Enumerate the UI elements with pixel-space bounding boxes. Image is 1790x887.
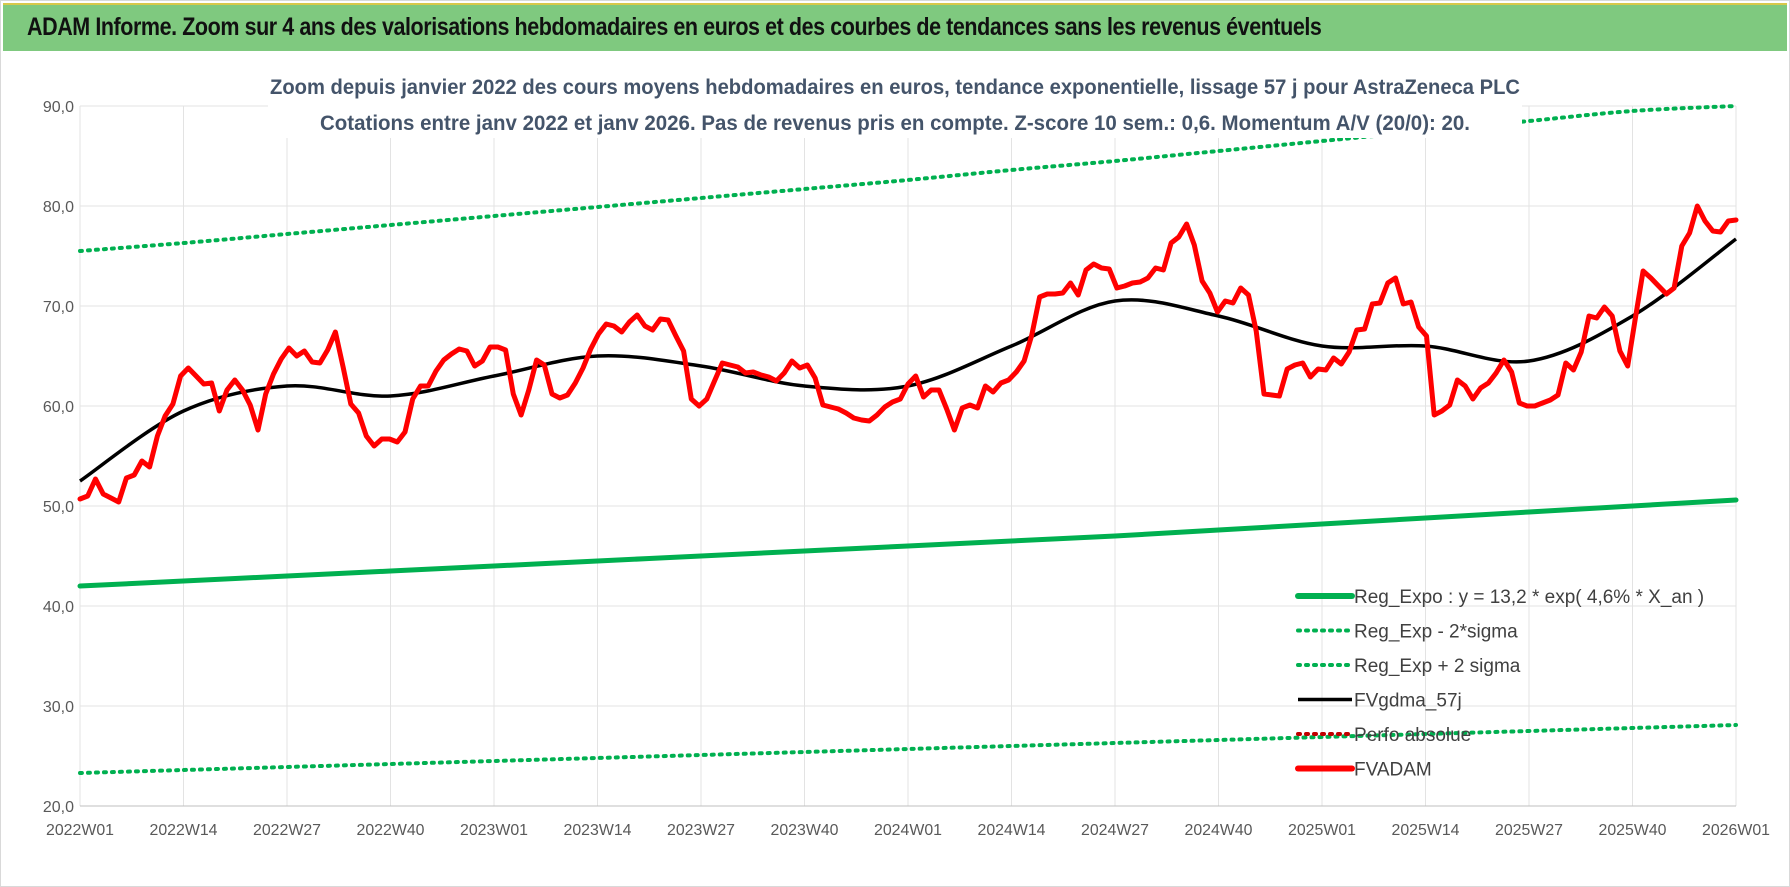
x-tick-label: 2025W40 xyxy=(1599,822,1667,839)
x-tick-label: 2025W14 xyxy=(1392,822,1460,839)
series-line-reg_exp xyxy=(78,723,1738,775)
x-tick-label: 2026W01 xyxy=(1702,822,1770,839)
series-line-reg_expo xyxy=(77,497,1739,589)
y-tick-label: 30,0 xyxy=(43,699,74,716)
y-axis-ticks: 20,0 30,0 40,0 50,0 60,0 70,0 80,0 90,0 xyxy=(43,99,74,816)
legend-label: Reg_Expo : y = 13,2 * exp( 4,6% * X_an ) xyxy=(1354,587,1704,608)
x-tick-label: 2022W14 xyxy=(150,822,218,839)
header-banner: ADAM Informe. Zoom sur 4 ans des valoris… xyxy=(3,3,1787,51)
legend: Reg_Expo : y = 13,2 * exp( 4,6% * X_an )… xyxy=(1295,587,1704,781)
chart-subtitle: Cotations entre janv 2022 et janv 2026. … xyxy=(320,112,1470,135)
x-tick-label: 2024W27 xyxy=(1081,822,1149,839)
x-tick-label: 2025W01 xyxy=(1288,822,1356,839)
legend-label: Reg_Exp - 2*sigma xyxy=(1354,622,1518,643)
y-tick-label: 40,0 xyxy=(43,599,74,616)
x-tick-label: 2022W27 xyxy=(253,822,321,839)
y-tick-label: 20,0 xyxy=(43,799,74,816)
x-tick-label: 2024W01 xyxy=(874,822,942,839)
y-tick-label: 80,0 xyxy=(43,199,74,216)
chart-title: Zoom depuis janvier 2022 des cours moyen… xyxy=(270,76,1520,99)
legend-label: Reg_Exp + 2 sigma xyxy=(1354,656,1521,677)
series-line-fvadam xyxy=(77,203,1739,505)
x-tick-label: 2022W01 xyxy=(46,822,114,839)
x-tick-label: 2023W14 xyxy=(564,822,632,839)
x-tick-label: 2025W27 xyxy=(1495,822,1563,839)
x-axis-ticks: 2022W01 2022W14 2022W27 2022W40 2023W01 2023W… xyxy=(46,822,1770,839)
x-tick-label: 2024W14 xyxy=(978,822,1046,839)
x-tick-label: 2022W40 xyxy=(357,822,425,839)
x-tick-label: 2023W01 xyxy=(460,822,528,839)
chart-title-background xyxy=(268,70,1522,138)
legend-label: FVADAM xyxy=(1354,760,1432,781)
x-tick-label: 2023W40 xyxy=(771,822,839,839)
gridlines xyxy=(79,105,1737,807)
x-tick-label: 2023W27 xyxy=(667,822,735,839)
y-tick-label: 50,0 xyxy=(43,499,74,516)
legend-label: Perfo absolue xyxy=(1354,725,1471,746)
y-tick-label: 60,0 xyxy=(43,399,74,416)
y-tick-label: 90,0 xyxy=(43,99,74,116)
page-title: ADAM Informe. Zoom sur 4 ans des valoris… xyxy=(27,13,1322,41)
legend-label: FVgdma_57j xyxy=(1354,691,1462,712)
y-tick-label: 70,0 xyxy=(43,299,74,316)
x-tick-label: 2024W40 xyxy=(1185,822,1253,839)
